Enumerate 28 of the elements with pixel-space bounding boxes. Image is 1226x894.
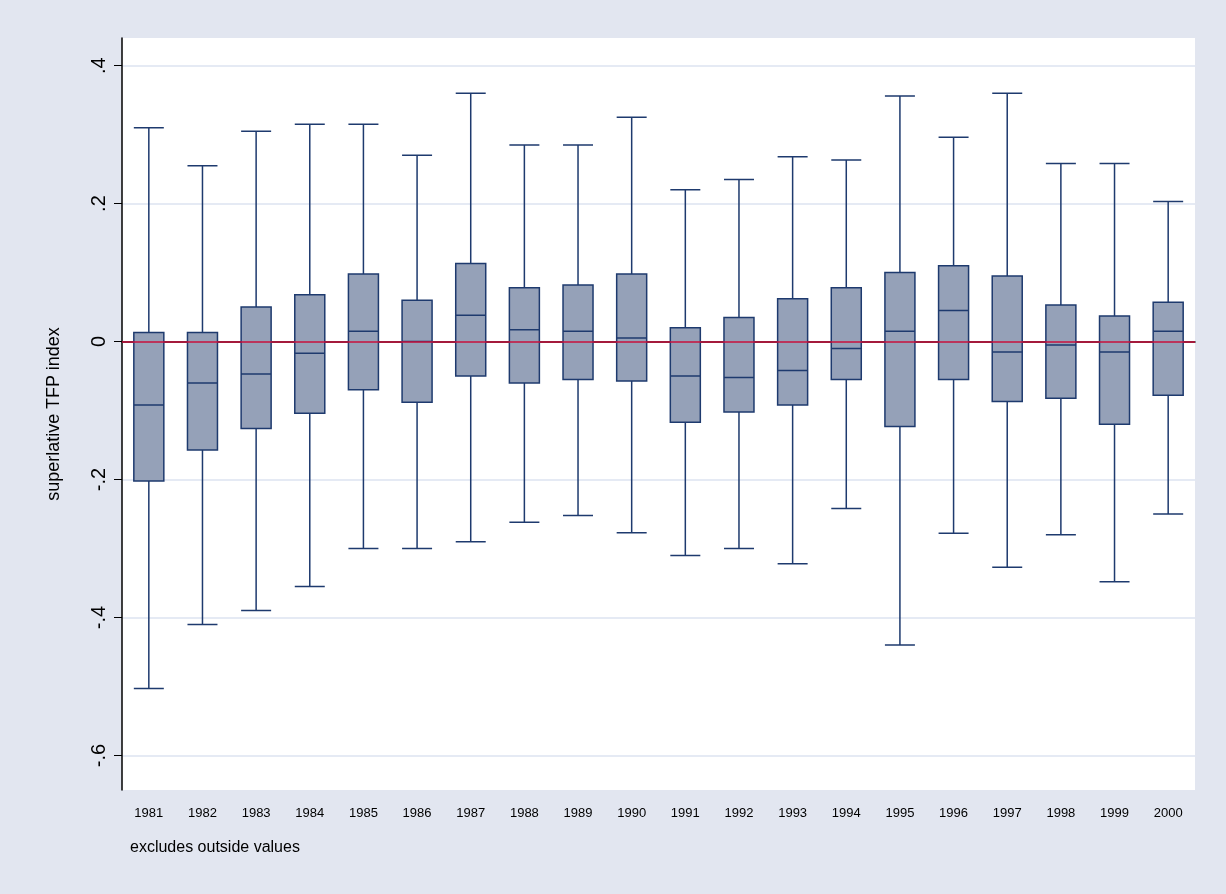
x-tick-label: 1989 xyxy=(563,805,593,820)
x-tick-label: 1994 xyxy=(831,805,861,820)
y-tick-label: 0 xyxy=(87,336,109,348)
x-tick-label: 1985 xyxy=(348,805,378,820)
x-tick-label: 1991 xyxy=(670,805,700,820)
x-tick-label: 1997 xyxy=(992,805,1022,820)
y-tick-label: -.2 xyxy=(87,467,109,492)
text: excludes outside values xyxy=(130,837,300,855)
x-tick-label: 1982 xyxy=(188,805,217,820)
x-tick-label: 1988 xyxy=(509,805,539,820)
x-tick-label: 2000 xyxy=(1153,805,1183,820)
x-tick-label: 1990 xyxy=(617,805,647,820)
x-tick-label: 1996 xyxy=(939,805,969,820)
y-tick-label: -.4 xyxy=(87,605,109,630)
x-tick-label: 1992 xyxy=(724,805,754,820)
x-tick-label: 1993 xyxy=(778,805,808,820)
x-tick-label: 1987 xyxy=(456,805,486,820)
y-tick-label: .4 xyxy=(87,57,109,74)
x-tick-label: 1981 xyxy=(134,805,164,820)
x-tick-label: 1984 xyxy=(295,805,325,820)
x-tick-label: 1986 xyxy=(402,805,432,820)
y-tick-label: .2 xyxy=(87,195,109,212)
x-tick-label: 1998 xyxy=(1046,805,1076,820)
y-tick-label: -.6 xyxy=(87,743,109,768)
x-tick-label: 1999 xyxy=(1100,805,1129,820)
x-tick-label: 1995 xyxy=(885,805,915,820)
x-tick-label: 1983 xyxy=(241,805,271,820)
y-axis-title: superlative TFP index xyxy=(43,327,63,501)
